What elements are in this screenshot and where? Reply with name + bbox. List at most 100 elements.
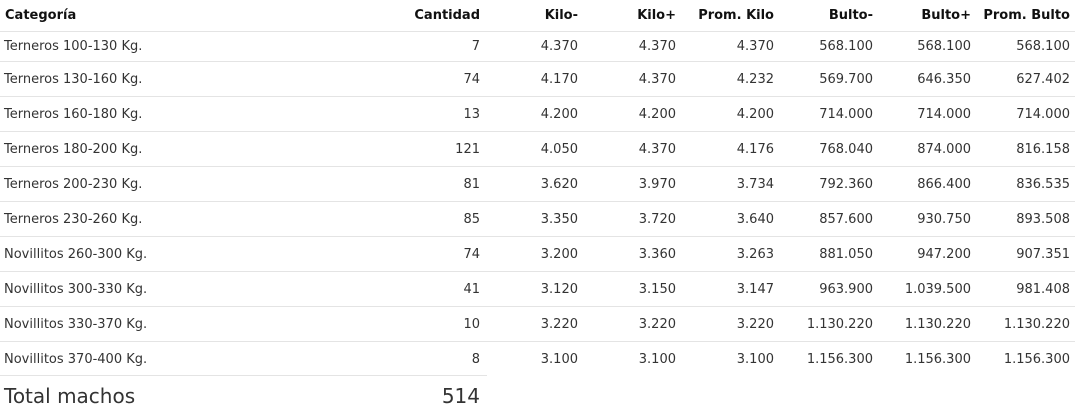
table-header-row: Categoría Cantidad Kilo- Kilo+ Prom. Kil… <box>0 0 1075 32</box>
cell-categoria: Terneros 200-230 Kg. <box>0 166 205 202</box>
cell-categoria: Terneros 160-180 Kg. <box>0 96 205 132</box>
cell-prom-kilo: 4.200 <box>681 96 779 132</box>
cell-prom-bulto: 714.000 <box>976 96 1075 132</box>
cell-prom-kilo: 3.147 <box>681 271 779 307</box>
cell-kilo-min: 3.620 <box>487 166 583 202</box>
table-row: Novillitos 260-300 Kg. 74 3.200 3.360 3.263 8… <box>0 236 1075 272</box>
cell-bulto-min: 1.156.300 <box>779 341 878 376</box>
table-row: Terneros 100-130 Kg. 7 4.370 4.370 4.370 568.… <box>0 31 1075 62</box>
cell-kilo-min: 3.200 <box>487 236 583 272</box>
column-header-prom-bulto[interactable]: Prom. Bulto <box>983 8 1070 23</box>
cell-kilo-min: 3.100 <box>487 341 583 376</box>
cell-kilo-max: 4.370 <box>583 131 681 167</box>
column-header-kilo-max[interactable]: Kilo+ <box>637 8 676 23</box>
cell-categoria: Novillitos 300-330 Kg. <box>0 271 205 307</box>
cell-bulto-min: 1.130.220 <box>779 306 878 342</box>
cell-bulto-max: 866.400 <box>878 166 976 202</box>
cell-bulto-min: 792.360 <box>779 166 878 202</box>
cell-kilo-max: 3.970 <box>583 166 681 202</box>
cell-kilo-max: 3.360 <box>583 236 681 272</box>
cell-kilo-max: 3.720 <box>583 201 681 237</box>
total-value: 514 <box>441 384 480 408</box>
cell-prom-kilo: 4.370 <box>681 31 779 62</box>
cell-prom-bulto: 893.508 <box>976 201 1075 237</box>
table-body: Terneros 100-130 Kg. 7 4.370 4.370 4.370 568.… <box>0 31 1075 376</box>
cell-kilo-min: 3.120 <box>487 271 583 307</box>
table-row: Terneros 180-200 Kg. 121 4.050 4.370 4.176 76… <box>0 131 1075 167</box>
cell-prom-bulto: 627.402 <box>976 61 1075 97</box>
cell-bulto-min: 568.100 <box>779 31 878 62</box>
cell-cantidad: 7 <box>205 31 487 62</box>
cell-prom-bulto: 907.351 <box>976 236 1075 272</box>
cell-kilo-min: 4.370 <box>487 31 583 62</box>
table-row: Terneros 130-160 Kg. 74 4.170 4.370 4.232 569… <box>0 61 1075 97</box>
cell-prom-kilo: 3.220 <box>681 306 779 342</box>
cell-cantidad: 74 <box>205 236 487 272</box>
cell-prom-kilo: 3.263 <box>681 236 779 272</box>
cell-bulto-max: 568.100 <box>878 31 976 62</box>
cell-kilo-max: 4.370 <box>583 31 681 62</box>
table-row: Novillitos 330-370 Kg. 10 3.220 3.220 3.220 1… <box>0 306 1075 342</box>
cell-categoria: Terneros 180-200 Kg. <box>0 131 205 167</box>
cell-prom-bulto: 836.535 <box>976 166 1075 202</box>
cell-prom-kilo: 3.734 <box>681 166 779 202</box>
cell-kilo-min: 3.350 <box>487 201 583 237</box>
table-row: Novillitos 370-400 Kg. 8 3.100 3.100 3.100 1.… <box>0 341 1075 376</box>
column-header-categoria[interactable]: Categoría <box>5 8 77 23</box>
cell-categoria: Novillitos 330-370 Kg. <box>0 306 205 342</box>
column-header-cantidad[interactable]: Cantidad <box>414 8 480 23</box>
cell-prom-bulto: 1.156.300 <box>976 341 1075 376</box>
cell-bulto-max: 646.350 <box>878 61 976 97</box>
cell-bulto-min: 569.700 <box>779 61 878 97</box>
cell-bulto-max: 714.000 <box>878 96 976 132</box>
cell-prom-bulto: 568.100 <box>976 31 1075 62</box>
price-table: Categoría Cantidad Kilo- Kilo+ Prom. Kil… <box>0 0 1075 376</box>
table-row: Terneros 160-180 Kg. 13 4.200 4.200 4.200 714… <box>0 96 1075 132</box>
cell-prom-kilo: 4.232 <box>681 61 779 97</box>
cell-kilo-max: 3.220 <box>583 306 681 342</box>
cell-categoria: Terneros 100-130 Kg. <box>0 31 205 62</box>
cell-prom-bulto: 816.158 <box>976 131 1075 167</box>
column-header-prom-kilo[interactable]: Prom. Kilo <box>698 8 774 23</box>
cell-cantidad: 10 <box>205 306 487 342</box>
total-label: Total machos <box>4 384 136 408</box>
cell-cantidad: 85 <box>205 201 487 237</box>
cell-kilo-min: 4.200 <box>487 96 583 132</box>
table-row: Terneros 230-260 Kg. 85 3.350 3.720 3.640 857… <box>0 201 1075 237</box>
table-row: Terneros 200-230 Kg. 81 3.620 3.970 3.734 792… <box>0 166 1075 202</box>
cell-cantidad: 121 <box>205 131 487 167</box>
cell-bulto-min: 714.000 <box>779 96 878 132</box>
cell-bulto-max: 1.156.300 <box>878 341 976 376</box>
cell-prom-bulto: 981.408 <box>976 271 1075 307</box>
cell-bulto-max: 947.200 <box>878 236 976 272</box>
cell-bulto-min: 768.040 <box>779 131 878 167</box>
cell-bulto-min: 881.050 <box>779 236 878 272</box>
cell-bulto-max: 1.039.500 <box>878 271 976 307</box>
cell-cantidad: 81 <box>205 166 487 202</box>
cell-kilo-max: 3.150 <box>583 271 681 307</box>
column-header-bulto-max[interactable]: Bulto+ <box>921 8 971 23</box>
cell-categoria: Novillitos 260-300 Kg. <box>0 236 205 272</box>
cell-prom-kilo: 3.640 <box>681 201 779 237</box>
cell-bulto-min: 857.600 <box>779 201 878 237</box>
cell-prom-kilo: 4.176 <box>681 131 779 167</box>
cell-prom-bulto: 1.130.220 <box>976 306 1075 342</box>
cell-bulto-min: 963.900 <box>779 271 878 307</box>
cell-kilo-min: 4.170 <box>487 61 583 97</box>
cell-categoria: Novillitos 370-400 Kg. <box>0 341 205 376</box>
cell-cantidad: 8 <box>205 341 487 376</box>
cell-bulto-max: 1.130.220 <box>878 306 976 342</box>
cell-cantidad: 74 <box>205 61 487 97</box>
cell-kilo-max: 4.370 <box>583 61 681 97</box>
cell-categoria: Terneros 130-160 Kg. <box>0 61 205 97</box>
cell-kilo-max: 4.200 <box>583 96 681 132</box>
cell-categoria: Terneros 230-260 Kg. <box>0 201 205 237</box>
cell-bulto-max: 874.000 <box>878 131 976 167</box>
cell-kilo-min: 4.050 <box>487 131 583 167</box>
cell-kilo-min: 3.220 <box>487 306 583 342</box>
cell-prom-kilo: 3.100 <box>681 341 779 376</box>
column-header-kilo-min[interactable]: Kilo- <box>544 8 578 23</box>
cell-bulto-max: 930.750 <box>878 201 976 237</box>
column-header-bulto-min[interactable]: Bulto- <box>828 8 873 23</box>
cell-cantidad: 13 <box>205 96 487 132</box>
